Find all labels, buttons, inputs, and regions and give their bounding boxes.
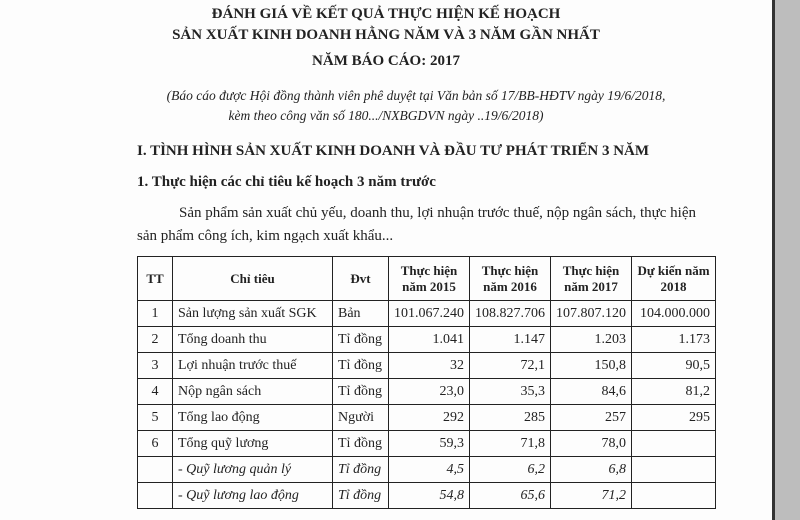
table-cell: 2 bbox=[137, 326, 173, 353]
table-cell: 72,1 bbox=[469, 352, 551, 379]
table-cell: Tổng doanh thu bbox=[172, 326, 333, 353]
table-cell: 1.173 bbox=[631, 326, 716, 353]
note-line: (Báo cáo được Hội đồng thành viên phê du… bbox=[166, 88, 666, 103]
table-cell: Tỉ đồng bbox=[332, 430, 389, 457]
table-cell: 1.041 bbox=[388, 326, 470, 353]
table-cell: 65,6 bbox=[469, 482, 551, 509]
table-cell: Bản bbox=[332, 300, 389, 327]
table-cell: - Quỹ lương quản lý bbox=[172, 456, 333, 483]
table-cell: 101.067.240 bbox=[388, 300, 470, 327]
table-cell: 84,6 bbox=[550, 378, 632, 405]
table-cell: 23,0 bbox=[388, 378, 470, 405]
table-cell: 257 bbox=[550, 404, 632, 431]
subheading: 1. Thực hiện các chỉ tiêu kế hoạch 3 năm… bbox=[137, 174, 436, 190]
table-row: 2 Tổng doanh thu Tỉ đồng 1.041 1.147 1.203 1.1… bbox=[137, 326, 716, 353]
table-cell: 35,3 bbox=[469, 378, 551, 405]
table-row: 5 Tổng lao động Người 292 285 257 295 bbox=[137, 404, 716, 431]
title-line: SẢN XUẤT KINH DOANH HẰNG NĂM VÀ 3 NĂM GẦ… bbox=[172, 27, 600, 43]
table-cell: Tỉ đồng bbox=[332, 456, 389, 483]
table-cell bbox=[137, 456, 173, 483]
table-cell: 6,2 bbox=[469, 456, 551, 483]
table-cell: 32 bbox=[388, 352, 470, 379]
column-header: Chỉ tiêu bbox=[172, 256, 333, 301]
table-row: - Quỹ lương lao động Tỉ đồng 54,8 65,6 71,2 bbox=[137, 482, 716, 509]
table-cell: 71,8 bbox=[469, 430, 551, 457]
table-cell: 81,2 bbox=[631, 378, 716, 405]
table-row: 4 Nộp ngân sách Tỉ đồng 23,0 35,3 84,6 81,2 bbox=[137, 378, 716, 405]
column-header: Dự kiến năm 2018 bbox=[631, 256, 716, 301]
table-cell: 295 bbox=[631, 404, 716, 431]
table-cell: Tỉ đồng bbox=[332, 352, 389, 379]
paragraph: Sản phẩm sản xuất chủ yếu, doanh thu, lợ… bbox=[137, 205, 697, 244]
table-row: 1 Sản lượng sản xuất SGK Bản 101.067.240 108… bbox=[137, 300, 716, 327]
table-row: 6 Tổng quỹ lương Tỉ đồng 59,3 71,8 78,0 bbox=[137, 430, 716, 457]
table-cell: 104.000.000 bbox=[631, 300, 716, 327]
table-cell: 1 bbox=[137, 300, 173, 327]
title-line: ĐÁNH GIÁ VỀ KẾT QUẢ THỰC HIỆN KẾ HOẠCH bbox=[211, 6, 561, 22]
table-cell: 285 bbox=[469, 404, 551, 431]
note-line: kèm theo công văn số 180.../NXBGDVN ngày… bbox=[228, 108, 544, 123]
column-header: TT bbox=[137, 256, 173, 301]
table-row: - Quỹ lương quản lý Tỉ đồng 4,5 6,2 6,8 bbox=[137, 456, 716, 483]
table-cell: 4,5 bbox=[388, 456, 470, 483]
table-cell: Lợi nhuận trước thuế bbox=[172, 352, 333, 379]
table-cell: Tổng quỹ lương bbox=[172, 430, 333, 457]
table-cell: 292 bbox=[388, 404, 470, 431]
table-cell bbox=[137, 482, 173, 509]
column-header: Thực hiện năm 2016 bbox=[469, 256, 551, 301]
column-header: Thực hiện năm 2017 bbox=[550, 256, 632, 301]
table-cell: 6,8 bbox=[550, 456, 632, 483]
section-heading: I. TÌNH HÌNH SẢN XUẤT KINH DOANH VÀ ĐẦU … bbox=[137, 143, 650, 159]
table-cell: 1.203 bbox=[550, 326, 632, 353]
table-row: 3 Lợi nhuận trước thuế Tỉ đồng 32 72,1 150,8 9… bbox=[137, 352, 716, 379]
table-cell: Tỉ đồng bbox=[332, 482, 389, 509]
column-header: Đvt bbox=[332, 256, 389, 301]
table-cell: 4 bbox=[137, 378, 173, 405]
column-header: Thực hiện năm 2015 bbox=[388, 256, 470, 301]
table-cell: 54,8 bbox=[388, 482, 470, 509]
table-cell: Tổng lao động bbox=[172, 404, 333, 431]
table-cell: 6 bbox=[137, 430, 173, 457]
data-table: TT Chỉ tiêu Đvt Thực hiện năm 2015 Thực hiện… bbox=[137, 256, 716, 509]
table-cell: Người bbox=[332, 404, 389, 431]
table-cell: Nộp ngân sách bbox=[172, 378, 333, 405]
table-cell bbox=[631, 456, 716, 483]
table-cell: 3 bbox=[137, 352, 173, 379]
table-cell: 1.147 bbox=[469, 326, 551, 353]
table-cell: 71,2 bbox=[550, 482, 632, 509]
table-cell: 78,0 bbox=[550, 430, 632, 457]
header-row: TT Chỉ tiêu Đvt Thực hiện năm 2015 Thực hiện… bbox=[137, 256, 716, 301]
table-cell: - Quỹ lương lao động bbox=[172, 482, 333, 509]
table-cell: Tỉ đồng bbox=[332, 326, 389, 353]
table-cell: 108.827.706 bbox=[469, 300, 551, 327]
table-cell: Sản lượng sản xuất SGK bbox=[172, 300, 333, 327]
table-cell: Tỉ đồng bbox=[332, 378, 389, 405]
table-cell: 90,5 bbox=[631, 352, 716, 379]
table-cell: 150,8 bbox=[550, 352, 632, 379]
table-cell: 107.807.120 bbox=[550, 300, 632, 327]
table-cell bbox=[631, 430, 716, 457]
table-cell: 5 bbox=[137, 404, 173, 431]
table-cell: 59,3 bbox=[388, 430, 470, 457]
report-year: NĂM BÁO CÁO: 2017 bbox=[312, 53, 460, 69]
table-cell bbox=[631, 482, 716, 509]
screen-edge bbox=[772, 0, 800, 520]
